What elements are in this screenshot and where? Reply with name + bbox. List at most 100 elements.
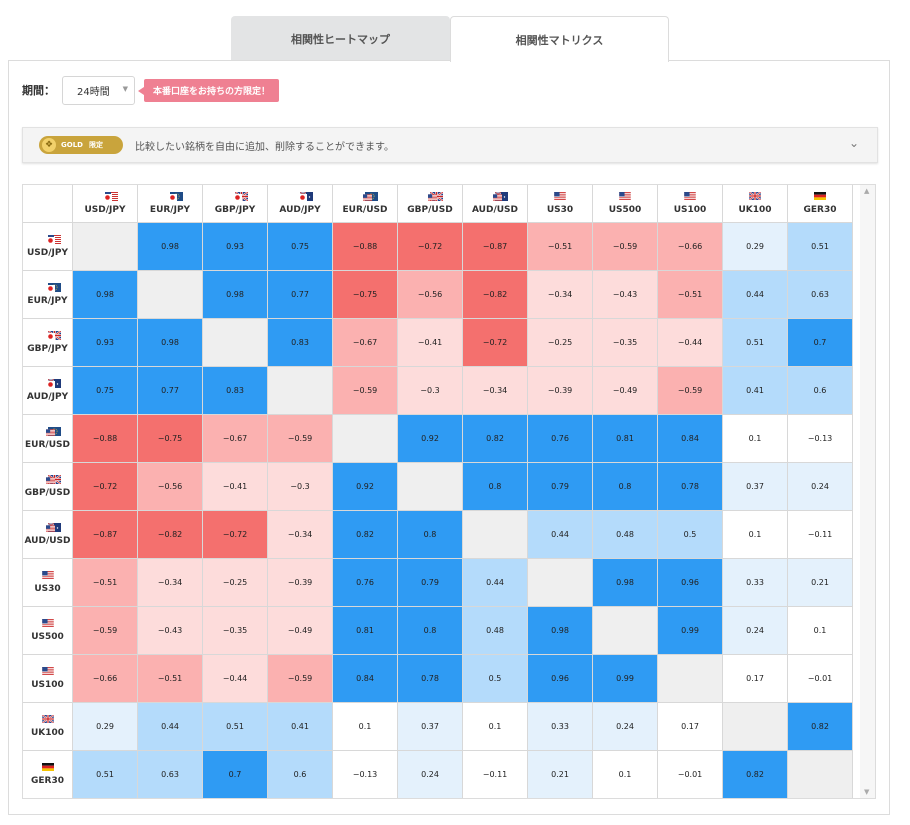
correlation-cell[interactable]: −0.34 xyxy=(137,558,203,607)
correlation-cell[interactable]: 0.8 xyxy=(462,462,528,511)
correlation-cell[interactable]: −0.3 xyxy=(397,366,463,415)
correlation-cell[interactable]: 0.29 xyxy=(72,702,138,751)
correlation-cell[interactable]: −0.51 xyxy=(657,270,723,319)
correlation-cell[interactable]: 0.96 xyxy=(657,558,723,607)
correlation-cell[interactable]: 0.63 xyxy=(787,270,853,319)
correlation-cell[interactable]: 0.24 xyxy=(397,750,463,798)
correlation-cell[interactable]: −0.39 xyxy=(527,366,593,415)
correlation-cell[interactable]: 0.63 xyxy=(137,750,203,798)
correlation-cell[interactable]: 0.1 xyxy=(722,510,788,559)
correlation-cell[interactable]: 0.75 xyxy=(267,222,333,271)
correlation-cell[interactable]: −0.01 xyxy=(657,750,723,798)
correlation-cell[interactable]: −0.44 xyxy=(202,654,268,703)
correlation-cell[interactable]: −0.87 xyxy=(72,510,138,559)
correlation-cell[interactable]: −0.82 xyxy=(462,270,528,319)
correlation-cell[interactable]: 0.82 xyxy=(332,510,398,559)
correlation-cell[interactable]: 0.17 xyxy=(722,654,788,703)
correlation-cell[interactable]: −0.59 xyxy=(592,222,658,271)
correlation-cell[interactable]: 0.78 xyxy=(397,654,463,703)
gold-feature-bar[interactable]: ❖ GOLD 限定 比較したい銘柄を自由に追加、削除することができます。 ⌄ xyxy=(22,127,878,163)
correlation-cell[interactable]: −0.51 xyxy=(137,654,203,703)
correlation-cell[interactable]: −0.66 xyxy=(72,654,138,703)
correlation-cell[interactable]: 0.84 xyxy=(657,414,723,463)
correlation-cell[interactable]: −0.59 xyxy=(657,366,723,415)
correlation-cell[interactable]: −0.49 xyxy=(592,366,658,415)
correlation-cell[interactable]: −0.59 xyxy=(267,414,333,463)
correlation-cell[interactable]: 0.29 xyxy=(722,222,788,271)
tab-matrix[interactable]: 相関性マトリクス xyxy=(450,16,669,62)
correlation-cell[interactable]: −0.01 xyxy=(787,654,853,703)
correlation-cell[interactable]: 0.98 xyxy=(592,558,658,607)
correlation-cell[interactable]: −0.51 xyxy=(72,558,138,607)
correlation-cell[interactable]: −0.72 xyxy=(462,318,528,367)
correlation-cell[interactable]: −0.34 xyxy=(527,270,593,319)
correlation-cell[interactable]: 0.51 xyxy=(787,222,853,271)
correlation-cell[interactable]: −0.11 xyxy=(787,510,853,559)
correlation-cell[interactable]: −0.43 xyxy=(592,270,658,319)
correlation-cell[interactable]: 0.75 xyxy=(72,366,138,415)
correlation-cell[interactable]: −0.66 xyxy=(657,222,723,271)
correlation-cell[interactable]: −0.59 xyxy=(267,654,333,703)
correlation-cell[interactable]: −0.75 xyxy=(332,270,398,319)
correlation-cell[interactable]: 0.21 xyxy=(787,558,853,607)
vertical-scrollbar[interactable]: ▲ ▼ xyxy=(860,185,875,798)
correlation-cell[interactable]: −0.56 xyxy=(137,462,203,511)
correlation-cell[interactable]: 0.83 xyxy=(267,318,333,367)
correlation-cell[interactable]: 0.17 xyxy=(657,702,723,751)
correlation-cell[interactable]: −0.72 xyxy=(72,462,138,511)
correlation-cell[interactable]: 0.96 xyxy=(527,654,593,703)
correlation-cell[interactable]: −0.13 xyxy=(787,414,853,463)
correlation-cell[interactable]: 0.44 xyxy=(527,510,593,559)
correlation-cell[interactable]: 0.92 xyxy=(332,462,398,511)
correlation-cell[interactable]: 0.99 xyxy=(657,606,723,655)
correlation-cell[interactable]: 0.8 xyxy=(397,606,463,655)
correlation-cell[interactable]: 0.48 xyxy=(592,510,658,559)
correlation-cell[interactable]: 0.93 xyxy=(72,318,138,367)
correlation-cell[interactable]: 0.99 xyxy=(592,654,658,703)
correlation-cell[interactable]: 0.21 xyxy=(527,750,593,798)
correlation-cell[interactable]: 0.48 xyxy=(462,606,528,655)
correlation-cell[interactable]: 0.1 xyxy=(592,750,658,798)
correlation-cell[interactable]: 0.24 xyxy=(592,702,658,751)
correlation-cell[interactable]: 0.98 xyxy=(137,318,203,367)
correlation-cell[interactable]: −0.67 xyxy=(332,318,398,367)
correlation-cell[interactable]: −0.88 xyxy=(332,222,398,271)
correlation-cell[interactable]: −0.51 xyxy=(527,222,593,271)
correlation-cell[interactable]: 0.82 xyxy=(722,750,788,798)
correlation-cell[interactable]: −0.41 xyxy=(397,318,463,367)
correlation-cell[interactable]: −0.3 xyxy=(267,462,333,511)
expand-chevron-icon[interactable]: ⌄ xyxy=(848,136,859,150)
correlation-cell[interactable]: −0.72 xyxy=(397,222,463,271)
correlation-cell[interactable]: 0.8 xyxy=(397,510,463,559)
correlation-cell[interactable]: 0.81 xyxy=(592,414,658,463)
correlation-cell[interactable]: 0.93 xyxy=(202,222,268,271)
correlation-cell[interactable]: 0.24 xyxy=(722,606,788,655)
correlation-cell[interactable]: 0.77 xyxy=(137,366,203,415)
correlation-cell[interactable]: 0.76 xyxy=(332,558,398,607)
correlation-cell[interactable]: 0.84 xyxy=(332,654,398,703)
correlation-cell[interactable]: −0.56 xyxy=(397,270,463,319)
correlation-cell[interactable]: 0.33 xyxy=(722,558,788,607)
correlation-cell[interactable]: 0.6 xyxy=(267,750,333,798)
correlation-cell[interactable]: 0.44 xyxy=(722,270,788,319)
correlation-cell[interactable]: −0.34 xyxy=(462,366,528,415)
correlation-cell[interactable]: 0.5 xyxy=(462,654,528,703)
correlation-cell[interactable]: −0.44 xyxy=(657,318,723,367)
correlation-cell[interactable]: −0.34 xyxy=(267,510,333,559)
correlation-cell[interactable]: 0.79 xyxy=(527,462,593,511)
correlation-cell[interactable]: 0.1 xyxy=(722,414,788,463)
correlation-cell[interactable]: −0.72 xyxy=(202,510,268,559)
correlation-cell[interactable]: 0.51 xyxy=(722,318,788,367)
correlation-cell[interactable]: −0.11 xyxy=(462,750,528,798)
correlation-cell[interactable]: 0.98 xyxy=(527,606,593,655)
correlation-cell[interactable]: 0.82 xyxy=(462,414,528,463)
correlation-cell[interactable]: 0.51 xyxy=(202,702,268,751)
correlation-cell[interactable]: 0.44 xyxy=(462,558,528,607)
correlation-cell[interactable]: 0.37 xyxy=(722,462,788,511)
correlation-cell[interactable]: −0.82 xyxy=(137,510,203,559)
tab-heatmap[interactable]: 相関性ヒートマップ xyxy=(231,16,450,61)
correlation-cell[interactable]: 0.77 xyxy=(267,270,333,319)
correlation-cell[interactable]: 0.24 xyxy=(787,462,853,511)
correlation-cell[interactable]: −0.67 xyxy=(202,414,268,463)
correlation-cell[interactable]: 0.1 xyxy=(332,702,398,751)
